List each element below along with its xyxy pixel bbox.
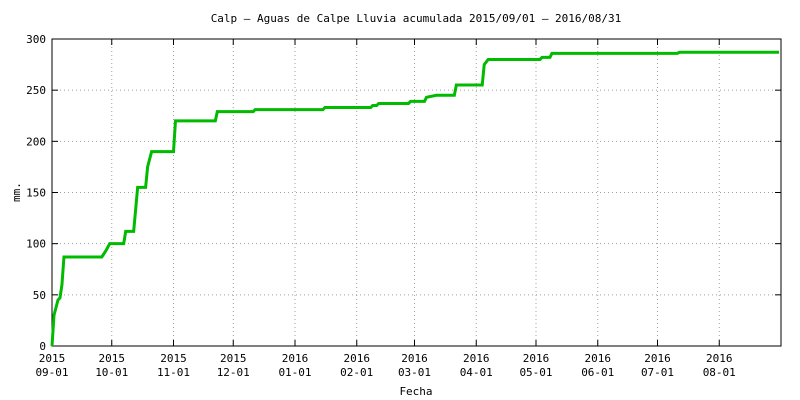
x-tick-label: 2016 [401, 352, 428, 365]
x-tick-label: 2016 [706, 352, 733, 365]
x-tick-label: 02-01 [340, 366, 373, 379]
x-tick-label: 11-01 [157, 366, 190, 379]
x-tick-label: 03-01 [398, 366, 431, 379]
chart-title: Calp – Aguas de Calpe Lluvia acumulada 2… [211, 12, 622, 25]
y-tick-label: 250 [26, 84, 46, 97]
x-tick-label: 2016 [644, 352, 671, 365]
x-tick-label: 06-01 [581, 366, 614, 379]
y-tick-label: 100 [26, 238, 46, 251]
x-tick-label: 2016 [463, 352, 490, 365]
rain-line [50, 50, 780, 347]
y-tick-label: 300 [26, 33, 46, 46]
x-tick-label: 2016 [585, 352, 612, 365]
x-tick-label: 05-01 [519, 366, 552, 379]
x-tick-label: 01-01 [278, 366, 311, 379]
y-axis-label: mm. [10, 182, 23, 202]
y-tick-label: 50 [33, 289, 46, 302]
x-tick-label: 2015 [160, 352, 187, 365]
x-tick-label: 2016 [282, 352, 309, 365]
x-tick-label: 2016 [523, 352, 550, 365]
x-tick-label: 2016 [343, 352, 370, 365]
x-tick-label: 12-01 [217, 366, 250, 379]
x-tick-label: 10-01 [95, 366, 128, 379]
x-tick-label: 08-01 [703, 366, 736, 379]
plot-frame [51, 38, 782, 347]
x-tick-label: 07-01 [641, 366, 674, 379]
x-tick-label: 09-01 [35, 366, 68, 379]
x-tick-label: 2015 [220, 352, 247, 365]
x-axis-label: Fecha [399, 385, 432, 398]
y-tick-label: 150 [26, 187, 46, 200]
x-tick-label: 2015 [39, 352, 66, 365]
y-tick-label: 200 [26, 135, 46, 148]
x-tick-label: 2015 [99, 352, 126, 365]
y-tick-label: 0 [39, 340, 46, 353]
x-tick-label: 04-01 [460, 366, 493, 379]
